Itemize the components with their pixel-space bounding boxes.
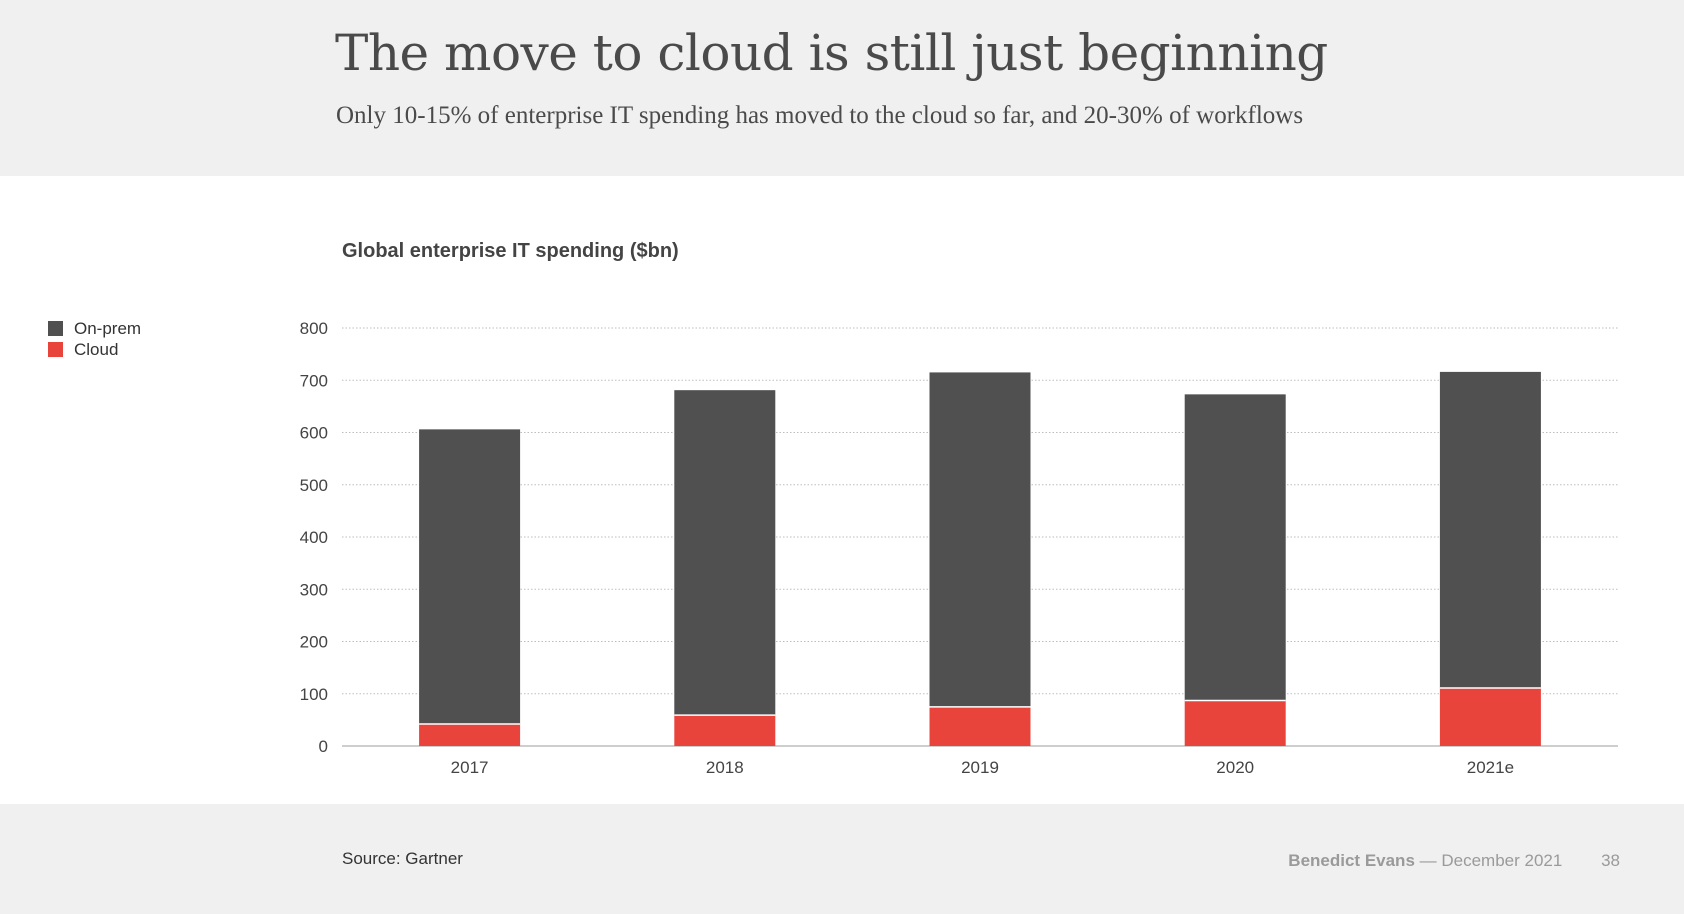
y-tick-label: 400	[300, 528, 328, 547]
bar-cloud	[1184, 700, 1286, 746]
footer-separator: —	[1419, 851, 1437, 870]
bar-onprem	[674, 390, 776, 716]
bar-cloud	[419, 724, 521, 746]
slide-subtitle: Only 10-15% of enterprise IT spending ha…	[336, 102, 1304, 129]
slide-title: The move to cloud is still just beginnin…	[335, 24, 1328, 82]
bar-cloud	[929, 706, 1031, 746]
x-tick-label: 2020	[1216, 758, 1254, 777]
y-tick-label: 700	[300, 371, 328, 390]
legend-item-onprem: On-prem	[48, 318, 141, 339]
legend-swatch-cloud	[48, 342, 63, 357]
slide-header: The move to cloud is still just beginnin…	[0, 0, 1684, 176]
y-tick-label: 300	[300, 580, 328, 599]
bar-onprem	[1184, 394, 1286, 701]
chart-panel	[0, 176, 1684, 804]
bar-onprem	[419, 429, 521, 725]
y-tick-label: 800	[300, 319, 328, 338]
y-tick-label: 100	[300, 685, 328, 704]
bar-onprem	[929, 372, 1031, 707]
legend-swatch-onprem	[48, 321, 63, 336]
author-name: Benedict Evans	[1288, 851, 1415, 870]
y-tick-label: 0	[319, 737, 328, 756]
chart-legend: On-prem Cloud	[48, 318, 141, 360]
x-tick-label: 2021e	[1467, 758, 1514, 777]
legend-item-cloud: Cloud	[48, 339, 141, 360]
x-tick-label: 2018	[706, 758, 744, 777]
legend-label-cloud: Cloud	[74, 339, 119, 359]
footer-credit: Benedict Evans — December 2021 38	[1288, 851, 1620, 871]
chart-title: Global enterprise IT spending ($bn)	[342, 240, 679, 262]
bar-cloud	[1439, 688, 1541, 746]
page-number: 38	[1601, 851, 1620, 870]
y-tick-label: 500	[300, 476, 328, 495]
bar-cloud	[674, 715, 776, 746]
bar-onprem	[1439, 371, 1541, 689]
footer-date: December 2021	[1441, 851, 1563, 870]
x-tick-label: 2019	[961, 758, 999, 777]
y-tick-label: 600	[300, 424, 328, 443]
y-tick-label: 200	[300, 633, 328, 652]
source-note: Source: Gartner	[342, 849, 463, 868]
x-tick-label: 2017	[451, 758, 489, 777]
legend-label-onprem: On-prem	[74, 318, 142, 338]
